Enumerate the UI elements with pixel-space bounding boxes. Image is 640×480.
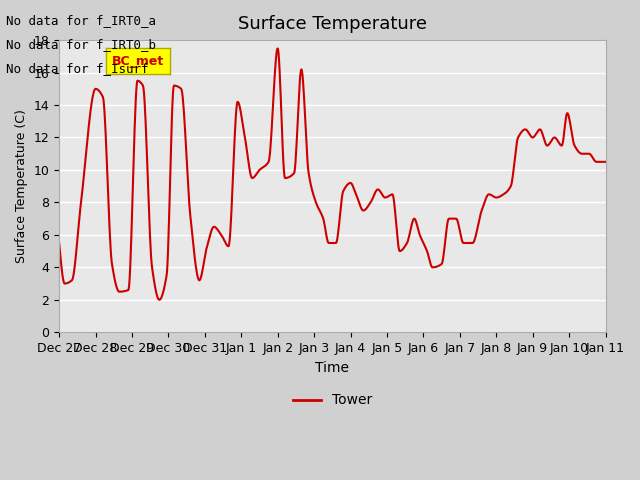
Legend: Tower: Tower: [287, 388, 378, 413]
Y-axis label: Surface Temperature (C): Surface Temperature (C): [15, 109, 28, 263]
Text: BC_met: BC_met: [111, 55, 164, 68]
Text: No data for f_Isurf: No data for f_Isurf: [6, 62, 149, 75]
X-axis label: Time: Time: [316, 360, 349, 374]
Title: Surface Temperature: Surface Temperature: [238, 15, 427, 33]
Text: No data for f_IRT0_b: No data for f_IRT0_b: [6, 38, 156, 51]
Text: No data for f_IRT0_a: No data for f_IRT0_a: [6, 14, 156, 27]
